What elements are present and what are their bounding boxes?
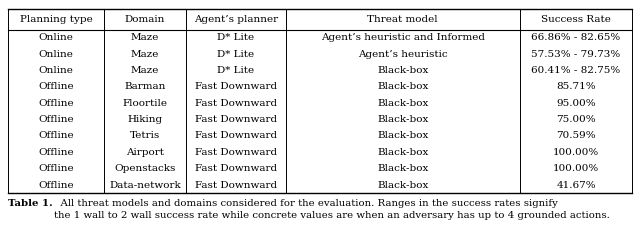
Text: Black-box: Black-box — [377, 115, 428, 124]
Text: Offline: Offline — [38, 181, 74, 190]
Text: Agent’s heuristic and Informed: Agent’s heuristic and Informed — [321, 34, 484, 43]
Text: 57.53% - 79.73%: 57.53% - 79.73% — [531, 50, 621, 59]
Text: Black-box: Black-box — [377, 148, 428, 157]
Text: Hiking: Hiking — [127, 115, 163, 124]
Text: Table 1.: Table 1. — [8, 199, 52, 208]
Text: Planning type: Planning type — [20, 15, 92, 24]
Text: Fast Downward: Fast Downward — [195, 99, 276, 108]
Text: Domain: Domain — [125, 15, 165, 24]
Text: Offline: Offline — [38, 82, 74, 91]
Text: Agent’s planner: Agent’s planner — [194, 15, 278, 24]
Text: Offline: Offline — [38, 115, 74, 124]
Text: Fast Downward: Fast Downward — [195, 181, 276, 190]
Text: D* Lite: D* Lite — [217, 50, 254, 59]
Text: Maze: Maze — [131, 34, 159, 43]
Text: D* Lite: D* Lite — [217, 66, 254, 75]
Text: Maze: Maze — [131, 66, 159, 75]
Text: Online: Online — [38, 34, 74, 43]
Text: 100.00%: 100.00% — [553, 164, 599, 173]
Text: Offline: Offline — [38, 131, 74, 140]
Text: Tetris: Tetris — [130, 131, 160, 140]
Text: Data-network: Data-network — [109, 181, 181, 190]
Text: 100.00%: 100.00% — [553, 148, 599, 157]
Text: 70.59%: 70.59% — [556, 131, 596, 140]
Text: Fast Downward: Fast Downward — [195, 148, 276, 157]
Text: Fast Downward: Fast Downward — [195, 115, 276, 124]
Text: All threat models and domains considered for the evaluation. Ranges in the succe: All threat models and domains considered… — [54, 199, 611, 220]
Text: Maze: Maze — [131, 50, 159, 59]
Text: 85.71%: 85.71% — [556, 82, 596, 91]
Text: Black-box: Black-box — [377, 99, 428, 108]
Text: Fast Downward: Fast Downward — [195, 164, 276, 173]
Text: Offline: Offline — [38, 164, 74, 173]
Text: Barman: Barman — [124, 82, 166, 91]
Text: Floortile: Floortile — [123, 99, 168, 108]
Text: D* Lite: D* Lite — [217, 34, 254, 43]
Text: Success Rate: Success Rate — [541, 15, 611, 24]
Text: Black-box: Black-box — [377, 131, 428, 140]
Text: Black-box: Black-box — [377, 82, 428, 91]
Text: Fast Downward: Fast Downward — [195, 82, 276, 91]
Text: Agent’s heuristic: Agent’s heuristic — [358, 50, 447, 59]
Text: Black-box: Black-box — [377, 181, 428, 190]
Text: 60.41% - 82.75%: 60.41% - 82.75% — [531, 66, 621, 75]
Text: 75.00%: 75.00% — [556, 115, 596, 124]
Text: Threat model: Threat model — [367, 15, 438, 24]
Text: Openstacks: Openstacks — [115, 164, 176, 173]
Text: Online: Online — [38, 50, 74, 59]
Text: 41.67%: 41.67% — [556, 181, 596, 190]
Text: Airport: Airport — [126, 148, 164, 157]
Text: Offline: Offline — [38, 148, 74, 157]
Text: Black-box: Black-box — [377, 164, 428, 173]
Text: Online: Online — [38, 66, 74, 75]
Text: 66.86% - 82.65%: 66.86% - 82.65% — [531, 34, 621, 43]
Text: Black-box: Black-box — [377, 66, 428, 75]
Text: Offline: Offline — [38, 99, 74, 108]
Text: Fast Downward: Fast Downward — [195, 131, 276, 140]
Text: 95.00%: 95.00% — [556, 99, 596, 108]
